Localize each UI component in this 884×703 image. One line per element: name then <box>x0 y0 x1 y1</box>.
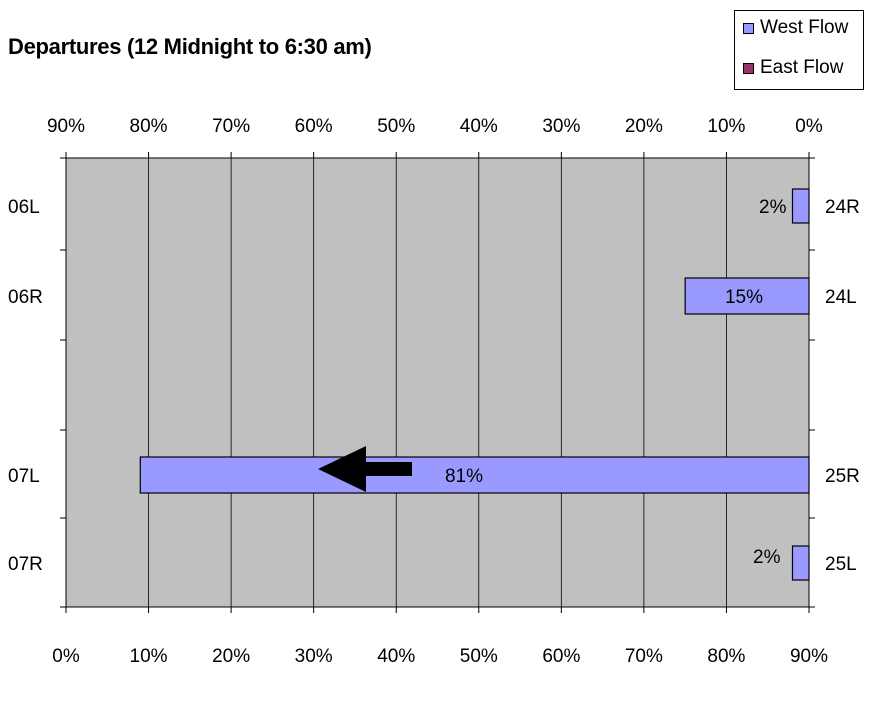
top-axis-tick-label: 90% <box>47 116 85 137</box>
bar-data-label: 2% <box>753 547 781 568</box>
legend-item-west-flow: West Flow <box>743 17 848 39</box>
bar-data-label: 15% <box>725 287 763 308</box>
chart-legend: West Flow East Flow <box>734 10 864 90</box>
top-axis-tick-label: 70% <box>212 116 250 137</box>
top-axis-tick-label: 20% <box>625 116 663 137</box>
category-label-left: 06L <box>8 197 40 218</box>
category-label-right: 25R <box>825 466 860 487</box>
top-axis-tick-label: 0% <box>795 116 823 137</box>
arrow-left-icon <box>318 446 412 492</box>
legend-label-east-flow: East Flow <box>760 57 844 78</box>
legend-item-east-flow: East Flow <box>743 57 843 79</box>
top-axis-tick-label: 60% <box>295 116 333 137</box>
top-axis-tick-label: 50% <box>377 116 415 137</box>
category-label-left: 07R <box>8 554 43 575</box>
top-axis-tick-label: 10% <box>707 116 745 137</box>
bottom-axis-tick-label: 70% <box>625 646 663 667</box>
bottom-axis-tick-label: 30% <box>295 646 333 667</box>
bar-data-label: 81% <box>445 466 483 487</box>
legend-label-west-flow: West Flow <box>760 17 849 38</box>
legend-swatch-west-flow <box>743 22 754 34</box>
category-label-right: 25L <box>825 554 857 575</box>
bar-west-flow <box>139 456 810 494</box>
category-label-left: 07L <box>8 466 40 487</box>
bottom-axis-tick-label: 10% <box>130 646 168 667</box>
chart-title: Departures (12 Midnight to 6:30 am) <box>8 34 372 59</box>
bottom-axis-tick-label: 0% <box>52 646 80 667</box>
top-axis-tick-label: 80% <box>130 116 168 137</box>
bottom-axis-tick-label: 50% <box>460 646 498 667</box>
bar-west-flow <box>684 277 810 315</box>
bar-west-flow <box>791 545 810 581</box>
bottom-axis-tick-label: 40% <box>377 646 415 667</box>
category-label-right: 24R <box>825 197 860 218</box>
bottom-axis-tick-label: 20% <box>212 646 250 667</box>
bottom-axis-tick-label: 90% <box>790 646 828 667</box>
bar-data-label: 2% <box>759 197 787 218</box>
plot-area <box>65 157 810 608</box>
bottom-axis-tick-label: 60% <box>542 646 580 667</box>
top-axis-tick-label: 30% <box>542 116 580 137</box>
category-label-left: 06R <box>8 287 43 308</box>
legend-swatch-east-flow <box>743 62 754 74</box>
category-label-right: 24L <box>825 287 857 308</box>
bottom-axis-tick-label: 80% <box>707 646 745 667</box>
top-axis-tick-label: 40% <box>460 116 498 137</box>
bar-west-flow <box>791 188 810 224</box>
